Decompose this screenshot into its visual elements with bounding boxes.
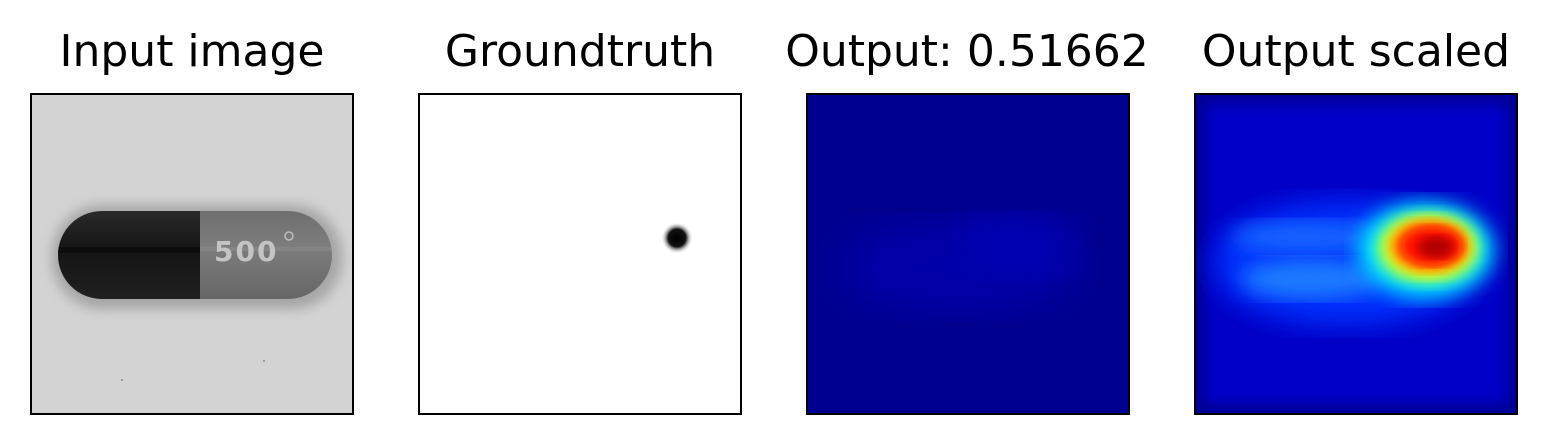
panel-title-groundtruth: Groundtruth <box>444 26 716 77</box>
capsule-image: 500 <box>32 95 352 413</box>
output-heatmap <box>808 95 1128 413</box>
input-image-panel: 500 <box>30 93 354 415</box>
panel-title-output: Output: 0.51662 <box>785 26 1149 77</box>
panel-title-output-scaled: Output scaled <box>1201 26 1511 77</box>
defect-spot <box>661 222 693 254</box>
output-scaled-panel <box>1194 93 1518 415</box>
output-panel <box>806 93 1130 415</box>
panel-title-input: Input image <box>59 26 325 77</box>
output-scaled-heatmap <box>1196 95 1516 413</box>
groundtruth-panel <box>418 93 742 415</box>
groundtruth-mask <box>420 95 740 413</box>
capsule-print-text: 500 <box>214 235 278 268</box>
